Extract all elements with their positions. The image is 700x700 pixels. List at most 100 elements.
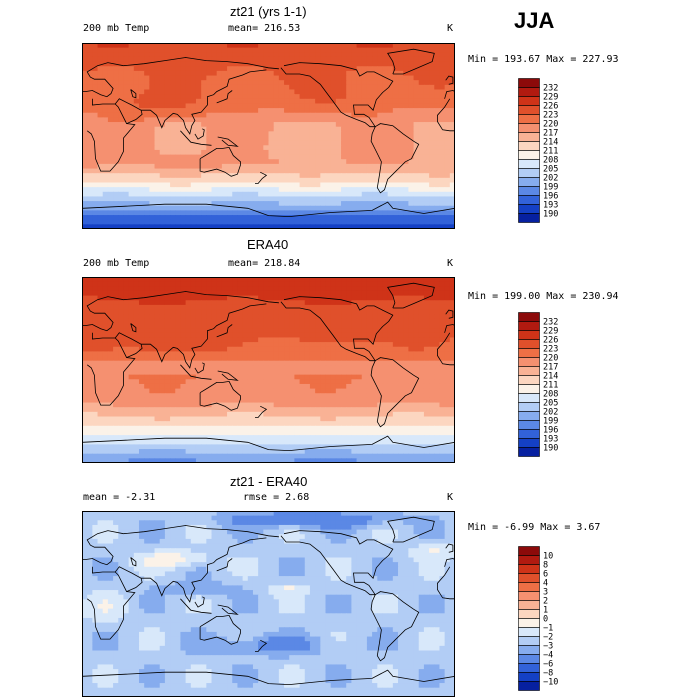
heatmap-cell — [418, 154, 425, 160]
heatmap-cell — [309, 360, 316, 366]
heatmap-cell — [278, 281, 285, 287]
heatmap-cell — [304, 201, 311, 207]
heatmap-cell — [144, 205, 150, 211]
heatmap-cell — [418, 191, 425, 198]
heatmap-cell — [206, 290, 213, 297]
heatmap-cell — [263, 219, 270, 225]
heatmap-cell — [444, 98, 451, 105]
heatmap-cell — [392, 360, 399, 366]
heatmap-cell — [211, 346, 218, 352]
heatmap-cell — [299, 94, 306, 100]
heatmap-cell — [232, 117, 239, 123]
heatmap-cell — [403, 131, 409, 137]
heatmap-cell — [346, 80, 352, 86]
heatmap-cell — [439, 66, 446, 72]
heatmap-cell — [382, 173, 389, 179]
heatmap-cell — [398, 98, 404, 105]
heatmap-cell — [273, 108, 280, 114]
heatmap-cell — [247, 187, 254, 193]
heatmap-cell — [180, 103, 187, 109]
heatmap-cell — [284, 112, 290, 118]
heatmap-cell — [252, 112, 259, 118]
heatmap-cell — [164, 66, 171, 72]
heatmap-cell — [128, 374, 135, 380]
heatmap-cell — [325, 196, 332, 202]
heatmap-cell — [242, 295, 249, 301]
heatmap-cell — [398, 187, 404, 193]
heatmap-cell — [154, 117, 161, 123]
heatmap-cell — [97, 126, 104, 132]
heatmap-cell — [398, 328, 404, 334]
heatmap-cell — [413, 300, 420, 306]
heatmap-cell — [268, 75, 275, 81]
heatmap-cell — [195, 407, 202, 413]
heatmap-cell — [346, 112, 352, 118]
heatmap-cell — [449, 145, 455, 151]
heatmap-cell — [413, 370, 420, 376]
heatmap-cell — [273, 205, 280, 211]
heatmap-cell — [232, 332, 239, 339]
heatmap-cell — [97, 117, 104, 123]
heatmap-cell — [206, 281, 213, 287]
heatmap-cell — [444, 290, 451, 297]
heatmap-cell — [149, 318, 156, 325]
heatmap-cell — [138, 332, 145, 339]
heatmap-cell — [278, 149, 285, 156]
heatmap-cell — [159, 163, 166, 170]
heatmap-cell — [403, 168, 409, 174]
heatmap-cell — [392, 75, 399, 81]
heatmap-cell — [113, 300, 119, 306]
heatmap-cell — [356, 342, 363, 348]
heatmap-cell — [258, 356, 264, 362]
heatmap-cell — [211, 84, 218, 91]
heatmap-cell — [366, 126, 373, 132]
heatmap-cell — [190, 168, 197, 174]
heatmap-cell — [351, 277, 358, 283]
heatmap-cell — [175, 108, 182, 114]
heatmap-cell — [294, 140, 301, 146]
heatmap-cell — [387, 43, 394, 49]
heatmap-cell — [320, 75, 327, 81]
heatmap-cell — [377, 80, 384, 86]
heatmap-cell — [325, 66, 332, 72]
heatmap-cell — [118, 337, 125, 343]
heatmap-cell — [284, 219, 290, 225]
heatmap-cell — [372, 43, 378, 49]
heatmap-cell — [175, 89, 182, 95]
heatmap-cell — [309, 286, 316, 292]
heatmap-cell — [180, 205, 187, 211]
heatmap-cell — [320, 318, 327, 325]
heatmap-cell — [341, 94, 347, 100]
heatmap-cell — [320, 52, 327, 58]
heatmap-cell — [289, 140, 295, 146]
heatmap-cell — [144, 201, 150, 207]
heatmap-cell — [335, 393, 342, 399]
heatmap-cell — [102, 224, 109, 229]
heatmap-cell — [315, 70, 321, 77]
heatmap-cell — [434, 75, 441, 81]
heatmap-cell — [320, 154, 327, 160]
heatmap-cell — [439, 94, 446, 100]
heatmap-cell — [170, 328, 176, 334]
heatmap-cell — [232, 177, 239, 184]
heatmap-cell — [123, 154, 130, 160]
heatmap-cell — [232, 205, 239, 211]
heatmap-cell — [221, 314, 228, 320]
heatmap-cell — [154, 47, 161, 53]
heatmap-cell — [299, 159, 306, 165]
heatmap-cell — [418, 136, 425, 142]
heatmap-cell — [144, 98, 150, 105]
heatmap-cell — [170, 154, 176, 160]
heatmap-cell — [403, 56, 409, 63]
heatmap-cell — [128, 397, 135, 404]
heatmap-cell — [170, 407, 176, 413]
heatmap-cell — [138, 323, 145, 329]
heatmap-cell — [102, 159, 109, 165]
heatmap-cell — [382, 346, 389, 352]
heatmap-cell — [335, 332, 342, 339]
heatmap-cell — [133, 337, 140, 343]
heatmap-cell — [346, 402, 352, 408]
heatmap-cell — [429, 103, 435, 109]
heatmap-cell — [195, 219, 202, 225]
heatmap-cell — [315, 388, 321, 394]
